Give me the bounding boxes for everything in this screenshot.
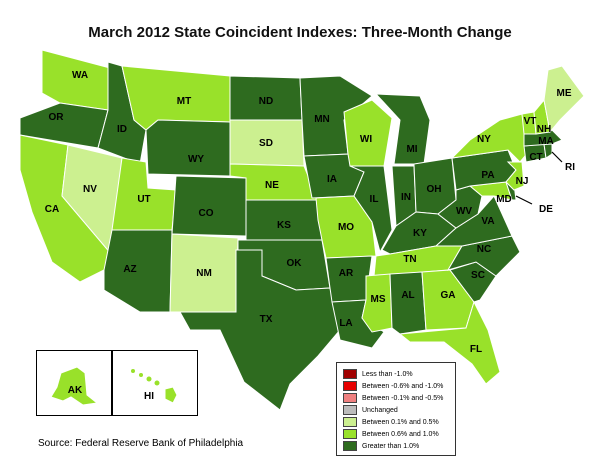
label-NV: NV <box>83 184 97 195</box>
label-MN: MN <box>314 114 330 125</box>
label-NM: NM <box>196 268 212 279</box>
hawaii-island-1 <box>131 369 135 373</box>
state-IL[interactable] <box>349 165 393 254</box>
label-KY: KY <box>413 228 427 239</box>
label-TX: TX <box>260 314 273 325</box>
state-AR[interactable] <box>325 255 373 303</box>
state-WI[interactable] <box>343 99 393 167</box>
label-FL: FL <box>470 344 482 355</box>
label-DE: DE <box>539 204 553 215</box>
state-AL[interactable] <box>389 271 427 335</box>
legend-label: Between -0.1% and -0.5% <box>362 394 444 402</box>
state-AZ[interactable] <box>103 229 173 313</box>
label-IN: IN <box>401 192 411 203</box>
legend-item: Unchanged <box>343 405 398 415</box>
hawaii-inset: HI <box>112 350 198 416</box>
label-CA: CA <box>45 204 59 215</box>
state-TX[interactable] <box>179 249 341 411</box>
label-CO: CO <box>199 208 214 219</box>
state-CO[interactable] <box>171 175 247 237</box>
hawaii-island-4 <box>154 380 160 386</box>
label-AZ: AZ <box>123 264 136 275</box>
label-ID: ID <box>117 124 127 135</box>
label-OH: OH <box>427 184 442 195</box>
label-WY: WY <box>188 154 204 165</box>
label-OK: OK <box>287 258 303 269</box>
state-HI[interactable] <box>164 386 178 404</box>
label-WV: WV <box>456 206 472 217</box>
hawaii-island-3 <box>146 376 152 382</box>
label-VA: VA <box>481 216 494 227</box>
callout-DE <box>515 195 533 205</box>
label-AK: AK <box>68 385 83 396</box>
legend-swatch <box>343 369 357 379</box>
legend-swatch <box>343 429 357 439</box>
legend-box: Less than -1.0% Between -0.6% and -1.0% Be… <box>336 362 456 456</box>
hawaii-map: HI <box>131 369 178 404</box>
legend-swatch <box>343 417 357 427</box>
label-SD: SD <box>259 138 273 149</box>
label-HI: HI <box>144 391 154 402</box>
legend-label: Between -0.6% and -1.0% <box>362 382 444 390</box>
label-AL: AL <box>401 290 414 301</box>
legend-label: Unchanged <box>362 406 398 414</box>
label-MA: MA <box>538 136 554 147</box>
label-RI: RI <box>565 162 575 173</box>
label-MO: MO <box>338 222 354 233</box>
label-NY: NY <box>477 134 491 145</box>
map-title: March 2012 State Coincident Indexes: Thr… <box>88 24 512 41</box>
legend-item: Between 0.6% and 1.0% <box>343 429 439 439</box>
alaska-inset: AK <box>36 350 112 416</box>
state-FL[interactable] <box>398 300 501 385</box>
legend-label: Between 0.1% and 0.5% <box>362 418 439 426</box>
label-PA: PA <box>481 170 494 181</box>
legend-swatch <box>343 441 357 451</box>
label-LA: LA <box>339 318 352 329</box>
legend-swatch <box>343 393 357 403</box>
legend-item: Greater than 1.0% <box>343 441 419 451</box>
legend-item: Between -0.1% and -0.5% <box>343 393 443 403</box>
state-AK[interactable] <box>50 366 99 406</box>
state-NJ[interactable] <box>505 161 525 191</box>
legend-label: Greater than 1.0% <box>362 442 420 450</box>
callout-RI <box>551 151 563 163</box>
label-ME: ME <box>557 88 572 99</box>
label-WI: WI <box>360 134 372 145</box>
label-VT: VT <box>524 116 537 127</box>
label-KS: KS <box>277 220 291 231</box>
legend-item: Less than -1.0% <box>343 369 413 379</box>
label-MT: MT <box>177 96 191 107</box>
label-MI: MI <box>406 144 417 155</box>
hawaii-island-2 <box>139 373 143 377</box>
label-OR: OR <box>49 112 65 123</box>
label-NJ: NJ <box>516 176 529 187</box>
label-GA: GA <box>441 290 456 301</box>
label-NC: NC <box>477 244 491 255</box>
legend-swatch <box>343 405 357 415</box>
state-WY[interactable] <box>145 119 231 177</box>
legend-item: Between -0.6% and -1.0% <box>343 381 443 391</box>
label-AR: AR <box>339 268 354 279</box>
label-TN: TN <box>403 254 416 265</box>
label-IA: IA <box>327 174 337 185</box>
legend-label: Between 0.6% and 1.0% <box>362 430 439 438</box>
legend-swatch <box>343 381 357 391</box>
label-WA: WA <box>72 70 88 81</box>
label-SC: SC <box>471 270 485 281</box>
label-NE: NE <box>265 180 279 191</box>
state-ME[interactable] <box>543 65 585 134</box>
label-ND: ND <box>259 96 273 107</box>
legend-label: Less than -1.0% <box>362 370 413 378</box>
label-MS: MS <box>371 294 386 305</box>
source-note: Source: Federal Reserve Bank of Philadel… <box>38 438 244 449</box>
label-NH: NH <box>537 124 551 135</box>
label-UT: UT <box>137 194 150 205</box>
label-CT: CT <box>529 152 542 163</box>
alaska-map: AK <box>50 366 99 406</box>
label-MD: MD <box>496 194 512 205</box>
legend-item: Between 0.1% and 0.5% <box>343 417 439 427</box>
label-IL: IL <box>370 194 379 205</box>
